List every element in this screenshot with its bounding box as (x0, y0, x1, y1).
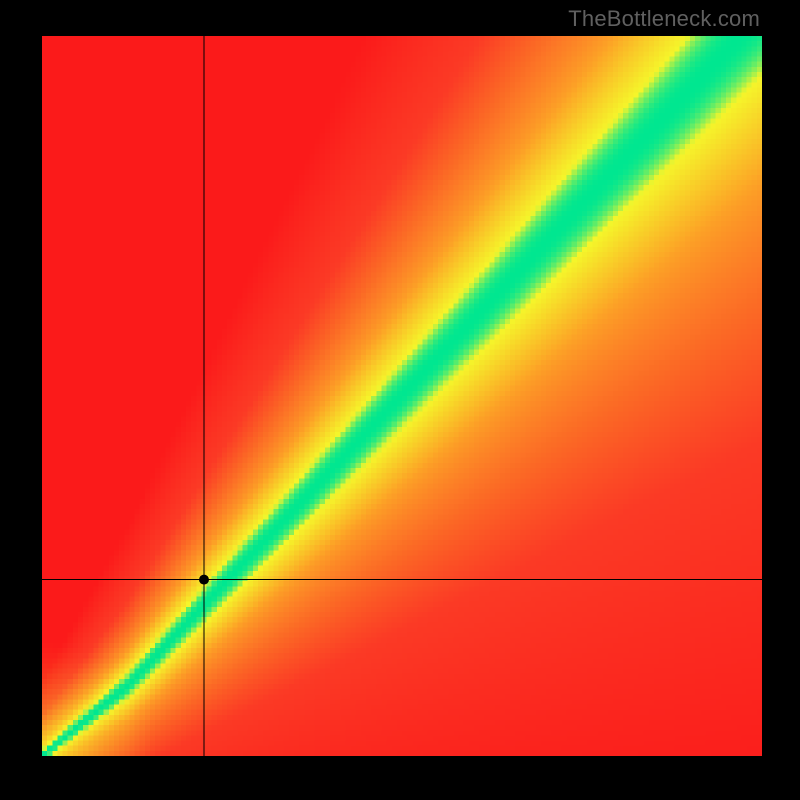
watermark-text: TheBottleneck.com (568, 6, 760, 32)
heatmap-canvas (42, 36, 762, 756)
chart-container: TheBottleneck.com (0, 0, 800, 800)
